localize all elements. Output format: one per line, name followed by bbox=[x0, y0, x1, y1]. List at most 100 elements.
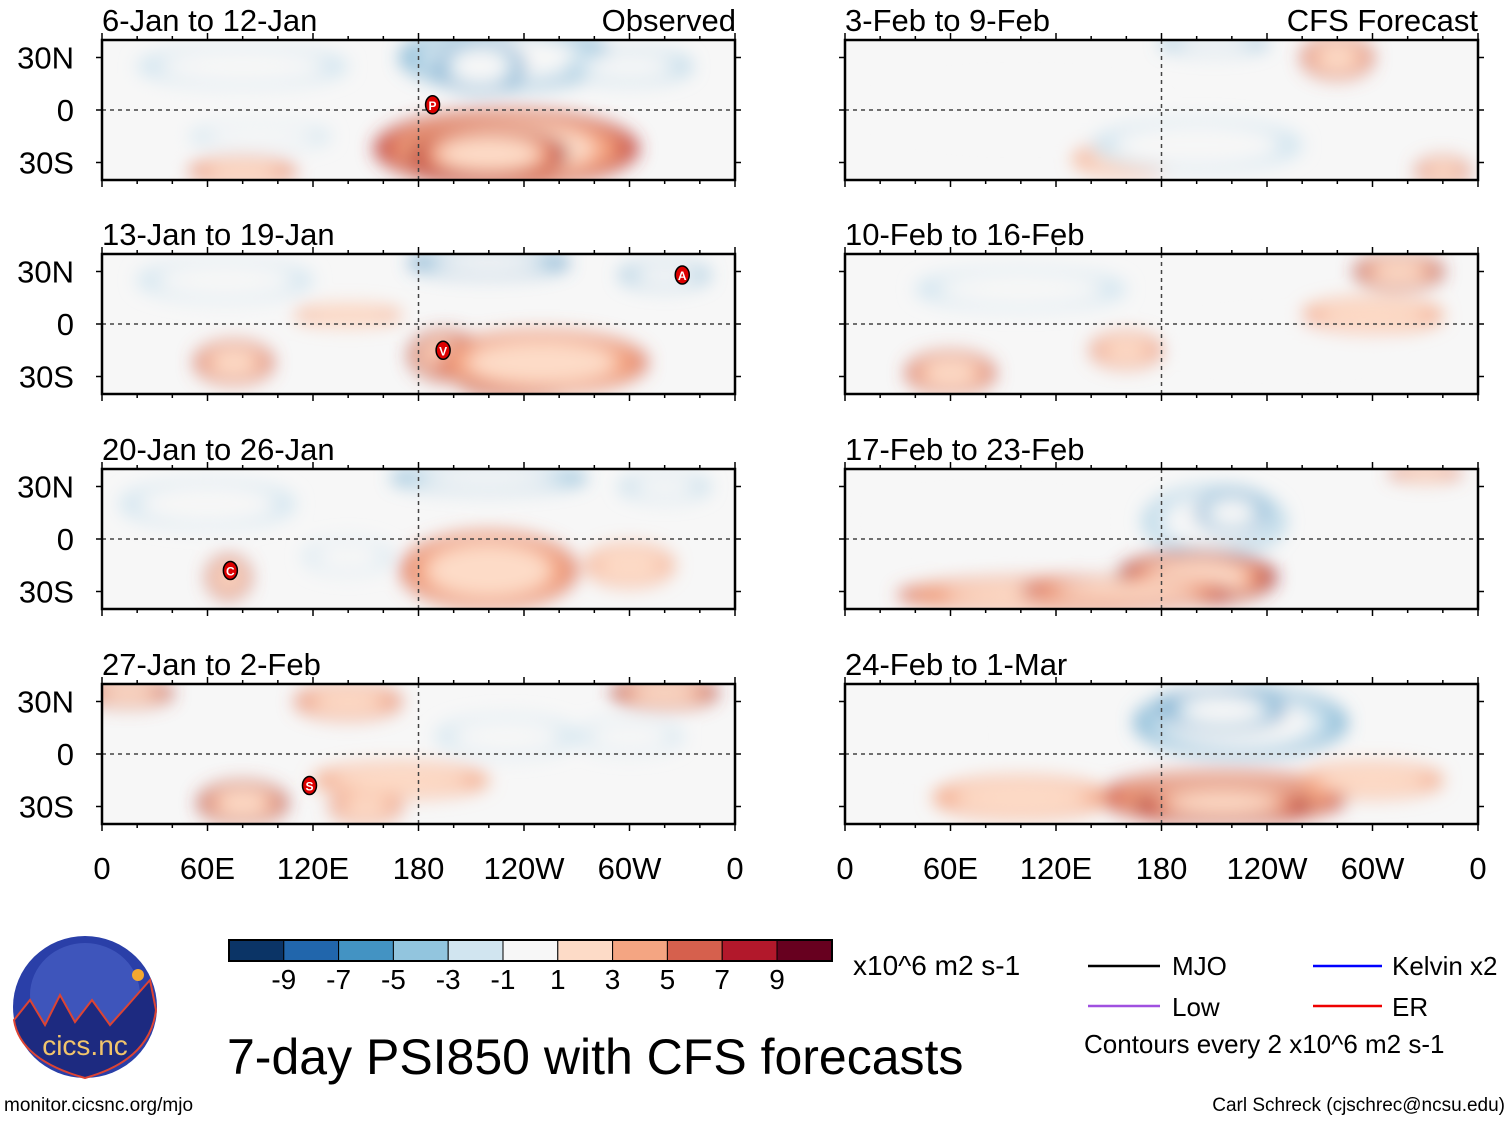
longitude-axis: 0 60E 120E 180 120W 60W 0 0 60E 120E 180 120W 60W 0 bbox=[93, 851, 1486, 886]
marker-label: P bbox=[429, 99, 437, 113]
map-panel: 10-Feb to 16-Feb bbox=[839, 217, 1484, 401]
field-blob bbox=[437, 254, 541, 272]
colorbar-label: -3 bbox=[436, 964, 461, 995]
colorbar-label: 7 bbox=[714, 964, 730, 995]
colorbar-swatch bbox=[338, 939, 394, 962]
column-label-forecast: CFS Forecast bbox=[1287, 3, 1479, 38]
lon-tick-label: 60W bbox=[598, 851, 662, 886]
field-blob bbox=[340, 794, 391, 819]
field-blob bbox=[937, 272, 1105, 306]
field-blob bbox=[1316, 301, 1429, 330]
svg-text:cics.nc: cics.nc bbox=[42, 1030, 128, 1061]
colorbar-swatch bbox=[666, 939, 723, 962]
field-blob bbox=[1178, 40, 1250, 51]
lon-tick-label: 120E bbox=[277, 851, 349, 886]
field-blob bbox=[633, 476, 696, 497]
lat-tick-label: 0 bbox=[57, 307, 74, 342]
wave-marker: C bbox=[222, 560, 239, 581]
panel-title: 3-Feb to 9-Feb bbox=[845, 3, 1050, 38]
field-blob bbox=[331, 766, 471, 795]
map-panels: 6-Jan to 12-Jan 30N 0 30S 13-Jan to 19-Jan 30… bbox=[17, 3, 1484, 831]
field-blob bbox=[451, 49, 509, 84]
lat-tick-label: 0 bbox=[57, 93, 74, 128]
field-blob bbox=[102, 92, 173, 163]
legend-label-mjo: MJO bbox=[1172, 951, 1227, 981]
contour-note: Contours every 2 x10^6 m2 s-1 bbox=[1084, 1029, 1444, 1059]
lat-tick-label: 0 bbox=[57, 737, 74, 772]
field-blob bbox=[587, 722, 672, 751]
panel-title: 17-Feb to 23-Feb bbox=[845, 432, 1085, 467]
panel-title: 6-Jan to 12-Jan bbox=[102, 3, 317, 38]
field-blob bbox=[155, 263, 295, 297]
field-blob bbox=[158, 49, 327, 83]
field-blob bbox=[313, 542, 384, 571]
lat-tick-label: 30S bbox=[19, 146, 74, 181]
field-blob bbox=[951, 781, 1091, 815]
lon-tick-label: 120W bbox=[484, 851, 566, 886]
lon-tick-label: 120W bbox=[1227, 851, 1309, 886]
lon-tick-label: 0 bbox=[1469, 851, 1486, 886]
colorbar-label: -7 bbox=[326, 964, 351, 995]
legend-label-kelvin: Kelvin x2 bbox=[1392, 951, 1498, 981]
lon-tick-label: 0 bbox=[726, 851, 743, 886]
psi850-field bbox=[102, 684, 735, 824]
map-panel: 24-Feb to 1-Mar bbox=[839, 647, 1484, 831]
colorbar-swatch bbox=[228, 939, 285, 962]
field-blob bbox=[137, 484, 278, 524]
footer-url: monitor.cicsnc.org/mjo bbox=[4, 1095, 193, 1116]
field-blob bbox=[204, 125, 317, 148]
legend-label-er: ER bbox=[1392, 992, 1428, 1022]
field-blob bbox=[1370, 260, 1428, 283]
field-blob bbox=[585, 53, 674, 79]
field-blob bbox=[1179, 320, 1391, 363]
field-blob bbox=[450, 719, 563, 754]
colorbar-swatch bbox=[557, 939, 614, 962]
field-blob bbox=[310, 689, 386, 714]
colorbar-label: 5 bbox=[660, 964, 676, 995]
colorbar-swatch bbox=[612, 939, 668, 962]
units-label: x10^6 m2 s-1 bbox=[853, 950, 1020, 981]
lon-tick-label: 180 bbox=[393, 851, 445, 886]
lon-tick-label: 60W bbox=[1341, 851, 1405, 886]
lat-tick-label: 30S bbox=[19, 575, 74, 610]
field-blob bbox=[921, 358, 980, 388]
field-blob bbox=[1401, 469, 1449, 479]
field-blob bbox=[1112, 124, 1281, 166]
colorbar-label: 1 bbox=[550, 964, 566, 995]
map-panel: 3-Feb to 9-Feb bbox=[839, 3, 1484, 187]
map-panel: 13-Jan to 19-Jan 30N 0 30S bbox=[17, 217, 741, 401]
cics-logo: cics.nc bbox=[12, 936, 158, 1080]
field-blob bbox=[1316, 766, 1429, 795]
field-blob bbox=[594, 548, 665, 582]
marker-label: A bbox=[678, 269, 687, 283]
legend-label-low: Low bbox=[1172, 992, 1220, 1022]
colorbar: -9 -7 -5 -3 -1 1 3 5 7 9 bbox=[228, 939, 833, 995]
field-blob bbox=[630, 684, 699, 703]
colorbar-swatch bbox=[447, 939, 504, 962]
panel-title: 27-Jan to 2-Feb bbox=[102, 647, 321, 682]
lon-tick-label: 0 bbox=[836, 851, 853, 886]
lon-tick-label: 0 bbox=[93, 851, 110, 886]
field-blob bbox=[1055, 582, 1198, 601]
colorbar-swatch bbox=[502, 939, 559, 962]
lon-tick-label: 180 bbox=[1136, 851, 1188, 886]
lat-tick-label: 30S bbox=[19, 790, 74, 825]
field-blob bbox=[466, 340, 617, 385]
panel-title: 13-Jan to 19-Jan bbox=[102, 217, 335, 252]
map-panel: 17-Feb to 23-Feb bbox=[839, 432, 1484, 616]
field-blob bbox=[1313, 43, 1361, 72]
field-blob bbox=[437, 136, 541, 171]
panel-title: 24-Feb to 1-Mar bbox=[845, 647, 1067, 682]
wave-marker: V bbox=[435, 340, 451, 360]
colorbar-label: -5 bbox=[381, 964, 406, 995]
colorbar-swatch bbox=[776, 939, 833, 962]
map-panel: 27-Jan to 2-Feb 30N 0 30S bbox=[17, 647, 741, 831]
field-blob bbox=[880, 83, 1162, 137]
marker-label: S bbox=[305, 780, 313, 794]
colorbar-label: 3 bbox=[605, 964, 621, 995]
wave-marker: P bbox=[424, 95, 441, 115]
field-blob bbox=[1101, 337, 1152, 363]
colorbar-label: 9 bbox=[769, 964, 785, 995]
colorbar-swatch bbox=[283, 939, 340, 962]
